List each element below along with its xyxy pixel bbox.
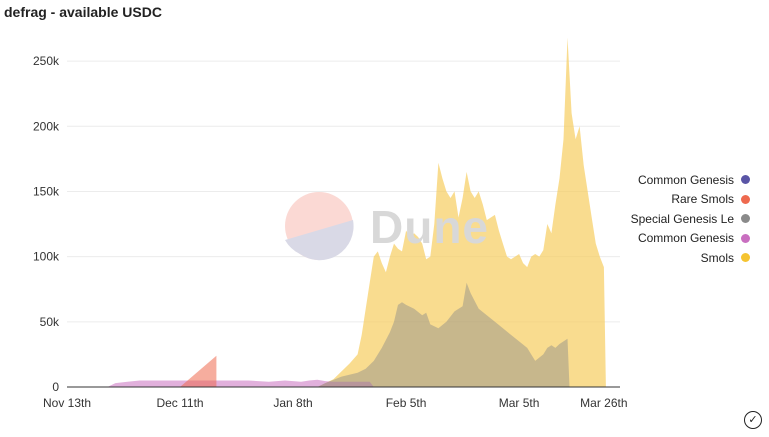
y-tick-label: 150k <box>33 184 60 198</box>
area-series-common-genesis <box>67 379 374 387</box>
legend-swatch <box>741 253 750 263</box>
x-axis-ticks: Nov 13th Dec 11th Jan 8th Feb 5th Mar 5th Mar… <box>43 396 628 410</box>
legend-item[interactable]: Smols <box>620 248 760 268</box>
legend-swatch <box>741 214 750 224</box>
x-tick-label: Dec 11th <box>156 396 203 410</box>
y-tick-label: 250k <box>33 54 60 68</box>
legend-label: Common Genesis <box>637 231 734 246</box>
watermark-text: Dune <box>370 201 489 253</box>
y-tick-label: 100k <box>33 250 60 264</box>
legend-label: Common Genesis <box>637 172 734 187</box>
area-series-rare-smols <box>180 355 217 387</box>
x-tick-label: Feb 5th <box>386 396 427 410</box>
x-tick-label: Mar 5th <box>499 396 540 410</box>
y-tick-label: 200k <box>33 119 60 133</box>
chart-title: defrag - available USDC <box>4 4 162 20</box>
y-tick-label: 50k <box>40 315 60 329</box>
area-series-smols <box>317 37 606 387</box>
legend-item[interactable]: Common Genesis <box>620 170 760 190</box>
legend-label: Rare Smols <box>671 192 734 207</box>
y-tick-label: 0 <box>52 380 59 394</box>
legend-item[interactable]: Rare Smols <box>620 190 760 210</box>
legend-swatch <box>741 175 750 185</box>
legend-label: Special Genesis Le <box>630 211 734 226</box>
legend-item[interactable]: Common Genesis <box>620 229 760 249</box>
area-series-special-genesis-legendary <box>317 282 570 387</box>
legend-item[interactable]: Special Genesis Le <box>620 209 760 229</box>
x-tick-label: Jan 8th <box>273 396 312 410</box>
legend-swatch <box>741 194 750 204</box>
dune-logo-icon <box>285 192 354 261</box>
legend-swatch <box>741 233 750 243</box>
y-axis-ticks: 0 50k 100k 150k 200k 250k <box>33 54 60 394</box>
legend-label: Smols <box>700 250 734 265</box>
x-tick-label: Nov 13th <box>43 396 91 410</box>
series-areas <box>67 37 606 387</box>
legend: Common Genesis Rare Smols Special Genesis … <box>620 170 760 268</box>
x-tick-label: Mar 26th <box>580 396 627 410</box>
checkmark-icon[interactable]: ✓ <box>744 411 762 429</box>
